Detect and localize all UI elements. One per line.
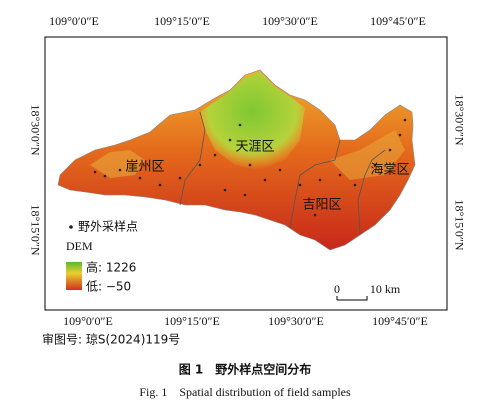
- legend-title: DEM: [66, 239, 93, 253]
- lon-label: 109°15′0″E: [154, 14, 210, 28]
- sample-points: [93, 118, 407, 217]
- lon-label: 109°30′0″E: [262, 14, 318, 28]
- district-boundaries: [179, 111, 386, 236]
- district-label: 吉阳区: [302, 198, 341, 213]
- lon-label: 109°45′0″E: [372, 314, 428, 328]
- highland: [200, 72, 305, 170]
- lat-label: 18°30′0″N: [28, 104, 42, 155]
- lon-label: 109°30′0″E: [268, 314, 324, 328]
- district-label: 崖州区: [125, 160, 164, 175]
- legend-ramp: [66, 262, 82, 290]
- legend-point: [69, 225, 73, 229]
- district-label: 天涯区: [235, 140, 274, 155]
- hills: [330, 130, 405, 180]
- lon-label: 109°0′0″E: [63, 314, 113, 328]
- district-label: 海棠区: [370, 163, 409, 178]
- hills: [90, 150, 145, 178]
- lon-label: 109°45′0″E: [370, 14, 426, 28]
- scale-label: 10 km: [370, 282, 401, 296]
- lon-label: 109°15′0″E: [164, 314, 220, 328]
- lat-label: 18°30′0″N: [452, 94, 466, 145]
- lon-label: 109°0′0″E: [49, 14, 99, 28]
- lat-label: 18°15′0″N: [452, 199, 466, 250]
- lat-label: 18°15′0″N: [28, 204, 42, 255]
- legend-label: 低: −50: [86, 280, 131, 294]
- approval-number: 审图号: 琼S(2024)119号: [42, 332, 180, 347]
- caption-en: Fig. 1 Spatial distribution of field sam…: [139, 385, 351, 399]
- caption-cn: 图 1 野外样点空间分布: [179, 362, 312, 377]
- legend-label: 野外采样点: [78, 219, 138, 234]
- scale-label: 0: [334, 282, 340, 296]
- legend-label: 高: 1226: [86, 260, 136, 275]
- scale-bar: [336, 296, 368, 301]
